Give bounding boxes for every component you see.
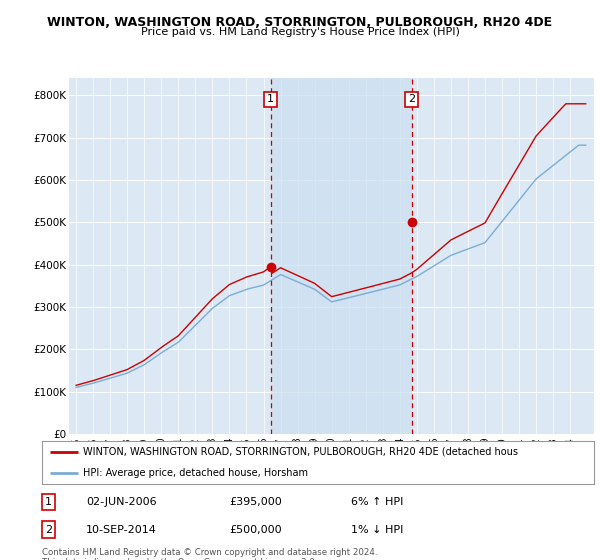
Text: WINTON, WASHINGTON ROAD, STORRINGTON, PULBOROUGH, RH20 4DE (detached hous: WINTON, WASHINGTON ROAD, STORRINGTON, PU…	[83, 447, 518, 456]
Text: £395,000: £395,000	[230, 497, 283, 507]
Text: 2: 2	[45, 525, 52, 535]
Text: 1% ↓ HPI: 1% ↓ HPI	[351, 525, 403, 535]
Text: 6% ↑ HPI: 6% ↑ HPI	[351, 497, 403, 507]
Text: WINTON, WASHINGTON ROAD, STORRINGTON, PULBOROUGH, RH20 4DE: WINTON, WASHINGTON ROAD, STORRINGTON, PU…	[47, 16, 553, 29]
Text: Contains HM Land Registry data © Crown copyright and database right 2024.
This d: Contains HM Land Registry data © Crown c…	[42, 548, 377, 560]
Text: 1: 1	[267, 95, 274, 104]
Bar	[271, 78, 412, 434]
Text: £500,000: £500,000	[230, 525, 283, 535]
Text: Price paid vs. HM Land Registry's House Price Index (HPI): Price paid vs. HM Land Registry's House …	[140, 27, 460, 37]
Text: 2: 2	[408, 95, 415, 104]
Text: HPI: Average price, detached house, Horsham: HPI: Average price, detached house, Hors…	[83, 469, 308, 478]
Text: 1: 1	[45, 497, 52, 507]
Text: 10-SEP-2014: 10-SEP-2014	[86, 525, 157, 535]
Text: 02-JUN-2006: 02-JUN-2006	[86, 497, 157, 507]
